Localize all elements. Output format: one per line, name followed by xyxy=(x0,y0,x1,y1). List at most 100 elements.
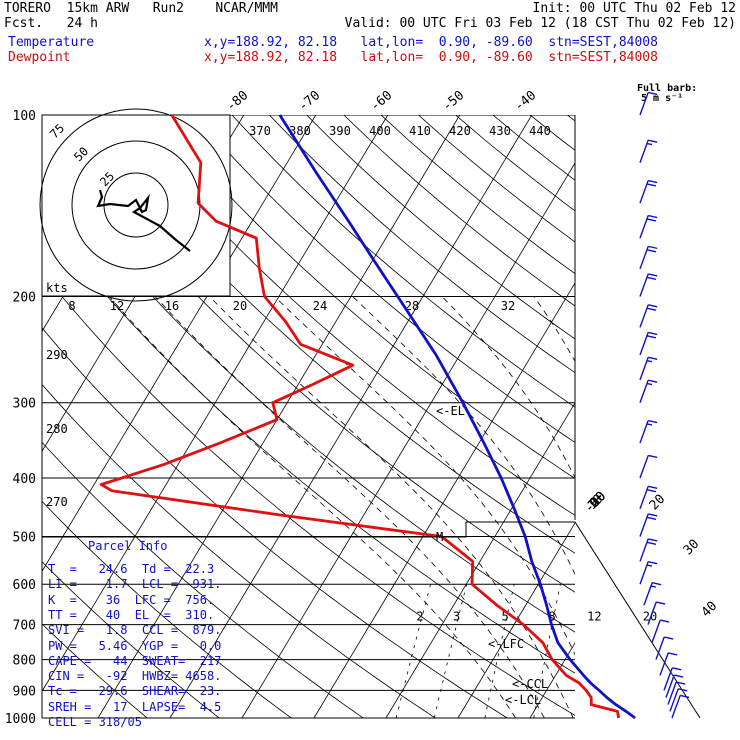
isotherm-label-right: 40 xyxy=(699,599,721,621)
theta-label: 430 xyxy=(489,124,511,138)
dry-adiabat xyxy=(42,271,575,716)
wind-barb xyxy=(639,91,658,116)
parcel-info-row: SREH = 17 LAPSE= 4.5 xyxy=(48,699,222,714)
wind-barb-feather xyxy=(664,636,674,640)
wind-barb-staff xyxy=(639,561,649,585)
theta-label: 390 xyxy=(329,124,351,138)
wind-barb-feather xyxy=(646,489,657,493)
mixing-ratio-label: 2 xyxy=(416,610,423,624)
theta-label: 370 xyxy=(249,124,271,138)
wind-barb xyxy=(639,245,658,270)
wind-barb xyxy=(647,601,666,625)
ccl-marker: <-CCL xyxy=(512,677,548,691)
isotherm-label: -70 xyxy=(296,88,324,115)
moist-adiabat xyxy=(108,296,516,718)
wind-barb-feather xyxy=(646,307,657,311)
wind-barb-staff xyxy=(639,420,649,444)
dry-adiabat xyxy=(42,162,575,633)
wind-barb-staff xyxy=(643,582,653,606)
isotherm-line xyxy=(42,115,317,573)
theta-label: 290 xyxy=(46,348,68,362)
lfc-marker: <-LFC xyxy=(488,637,524,651)
temperature-location: x,y=188.92, 82.18 lat,lon= 0.90, -89.60 … xyxy=(204,35,658,50)
dewpoint-location: x,y=188.92, 82.18 lat,lon= 0.90, -89.60 … xyxy=(204,50,658,65)
moist-adiabat-label: 28 xyxy=(405,299,419,313)
wind-barb-half xyxy=(650,585,657,588)
wind-barb xyxy=(665,674,684,698)
forecast-line: Fcst. 24 h xyxy=(4,16,98,31)
dry-adiabat xyxy=(492,115,575,181)
dry-adiabat xyxy=(418,115,575,243)
dry-adiabat xyxy=(567,115,575,122)
wind-barb-staff xyxy=(639,246,649,270)
parcel-info-row: CELL = 318/05 xyxy=(48,715,142,729)
parcel-info-row: PW = 5.46 YGP = 0.0 xyxy=(48,638,222,653)
wind-barb-feather xyxy=(646,516,657,520)
el-marker: <-EL xyxy=(436,404,465,418)
wind-barb-feather xyxy=(646,541,657,545)
wind-barb-staff xyxy=(665,674,675,698)
isotherm-line xyxy=(313,282,575,718)
mixing-ratio-label: 12 xyxy=(587,610,601,624)
wind-barb-feather xyxy=(648,485,658,490)
wind-barb-staff xyxy=(639,92,649,116)
wind-barb-feather xyxy=(668,652,678,656)
wind-barb-feather xyxy=(648,139,658,143)
wind-barb-feather xyxy=(674,674,684,678)
moist-adiabat-label: 16 xyxy=(165,299,179,313)
wind-barb-staff xyxy=(639,486,649,510)
wind-barb-staff xyxy=(639,180,649,204)
wind-barb xyxy=(655,636,674,660)
parcel-info-title: Parcel Info xyxy=(88,539,168,553)
moist-adiabat-label: 32 xyxy=(501,299,515,313)
isotherm-line xyxy=(97,115,461,718)
pressure-label: 800 xyxy=(13,654,36,669)
wind-barb-feather xyxy=(656,601,666,605)
isotherm-label: -60 xyxy=(368,88,396,115)
mixing-ratio-label: 3 xyxy=(453,610,460,624)
parcel-box-line xyxy=(42,521,701,719)
wind-barb xyxy=(651,619,670,643)
theta-label: 270 xyxy=(46,495,68,509)
parcel-box-outline xyxy=(42,521,701,719)
parcel-info-row: Tc = 29.6 SHEAR= 23. xyxy=(48,684,222,699)
wind-barb-half xyxy=(646,564,653,567)
wind-barb-feather xyxy=(660,619,670,623)
mixing-ratio-label: 5 xyxy=(501,610,508,624)
moist-adiabat-label: 8 xyxy=(68,299,75,313)
isotherm-line xyxy=(602,115,740,718)
wind-barb-staff xyxy=(639,455,649,479)
wind-barb-staff xyxy=(639,332,649,356)
moist-adiabat xyxy=(274,296,575,656)
parcel-info-row: TT = 40 EL = 310. xyxy=(48,607,215,622)
wind-barb xyxy=(639,179,658,204)
isotherm-line xyxy=(674,115,740,718)
wind-barb-feather xyxy=(648,273,658,277)
dry-adiabat xyxy=(42,441,364,718)
pressure-label: 300 xyxy=(13,397,36,412)
isotherm-line xyxy=(457,522,575,718)
wind-barb-staff xyxy=(659,652,669,676)
wind-barb xyxy=(639,356,658,381)
dry-adiabat xyxy=(119,115,575,516)
wind-barb-staff xyxy=(655,636,665,660)
mixing-ratio-label: 8 xyxy=(548,610,555,624)
wind-barb-feather xyxy=(648,379,658,383)
wind-barb-feather xyxy=(680,694,690,699)
wind-barb-staff xyxy=(639,215,649,239)
wind-barb-feather xyxy=(652,581,662,586)
moist-adiabat xyxy=(154,296,545,718)
wind-barb-feather xyxy=(648,560,658,565)
wind-barb-feather xyxy=(648,356,658,361)
wind-barb-half xyxy=(646,360,653,363)
wind-barb xyxy=(643,581,662,606)
dry-adiabat xyxy=(82,115,575,554)
wind-barb-staff xyxy=(639,379,649,403)
hodograph-trace xyxy=(96,189,191,252)
wind-barb-staff xyxy=(639,139,649,163)
isotherm-line xyxy=(385,402,575,718)
dry-adiabat xyxy=(42,383,436,718)
moist-adiabat xyxy=(209,296,574,718)
mixing-ratio-line xyxy=(636,584,657,718)
